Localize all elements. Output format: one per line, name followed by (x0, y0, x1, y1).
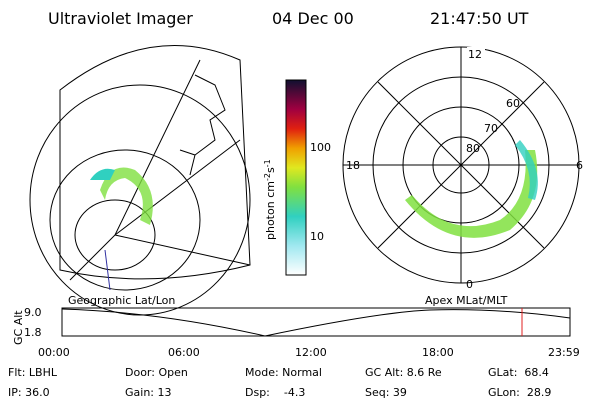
info-field: IP: 36.0 (8, 386, 50, 399)
info-field: Mode: Normal (245, 366, 322, 379)
mlt-label: 12 (468, 48, 482, 61)
info-panel: Flt: LBHL Door: Open Mode: Normal GC Alt: 8… (8, 366, 551, 399)
map-label: Apex MLat/MLT (425, 294, 508, 307)
info-field: Seq: 39 (365, 386, 407, 399)
time-tick: 00:00 (38, 346, 70, 359)
time: 21:47:50 UT (430, 9, 529, 28)
mlat-label: 70 (484, 122, 498, 135)
geographic-map (29, 45, 251, 316)
time-tick: 06:00 (168, 346, 200, 359)
info-field: GC Alt: 8.6 Re (365, 366, 442, 379)
time-tick: 23:59 (548, 346, 580, 359)
mlat-label: 60 (506, 97, 520, 110)
axis-tick: 9.0 (24, 306, 42, 319)
date: 04 Dec 00 (272, 9, 354, 28)
mlat-label: 80 (466, 142, 480, 155)
colorbar-label: photon cm-2s-1 (263, 159, 277, 240)
map-label: Geographic Lat/Lon (68, 294, 175, 307)
axis-label: GC Alt (12, 310, 25, 345)
info-field: GLon: 28.9 (488, 386, 551, 399)
mlt-label: 18 (346, 159, 360, 172)
colorbar-tick: 100 (310, 141, 331, 154)
info-field: GLat: 68.4 (488, 366, 549, 379)
title: Ultraviolet Imager (48, 9, 193, 28)
colorbar (285, 79, 307, 276)
colorbar-tick: 10 (310, 230, 324, 243)
info-field: Dsp: -4.3 (245, 386, 305, 399)
axis-tick: 1.8 (24, 326, 42, 339)
mlt-label: 0 (466, 278, 473, 291)
time-tick: 12:00 (295, 346, 327, 359)
info-field: Door: Open (125, 366, 188, 379)
mlt-label: 6 (576, 159, 583, 172)
polar-plot: 12 18 6 0 80 70 60 (342, 46, 583, 291)
time-tick: 18:00 (422, 346, 454, 359)
info-field: Gain: 13 (125, 386, 172, 399)
info-field: Flt: LBHL (8, 366, 58, 379)
altitude-plot: GC Alt 9.0 1.8 00:00 06:00 12:00 18:00 2… (12, 306, 580, 359)
